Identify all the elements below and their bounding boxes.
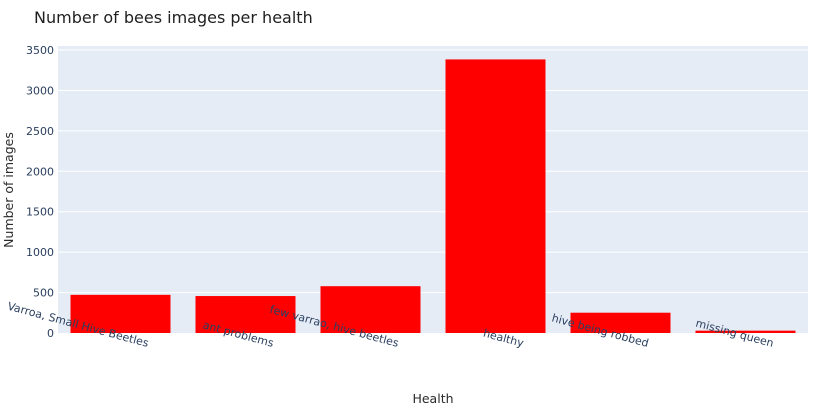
bar[interactable] [445,59,546,333]
y-tick-label: 2500 [26,125,54,138]
y-tick-label: 3500 [26,44,54,57]
bar[interactable] [320,286,421,333]
bars [70,59,796,333]
bar[interactable] [695,330,796,333]
bar[interactable] [570,312,671,333]
y-tick-label: 3000 [26,84,54,97]
x-axis-label: Health [412,391,453,406]
y-tick-label: 1000 [26,246,54,259]
y-axis-ticks: 0 500 1000 1500 2000 2500 3000 3500 [26,44,54,340]
gridlines [58,49,808,294]
y-tick-label: 500 [33,287,54,300]
chart-title: Number of bees images per health [34,8,313,27]
plot-area [58,46,808,333]
bar[interactable] [195,296,296,333]
bar[interactable] [70,294,171,333]
y-axis-label: Number of images [1,132,16,248]
y-tick-label: 0 [47,327,54,340]
y-tick-label: 2000 [26,165,54,178]
y-tick-label: 1500 [26,206,54,219]
